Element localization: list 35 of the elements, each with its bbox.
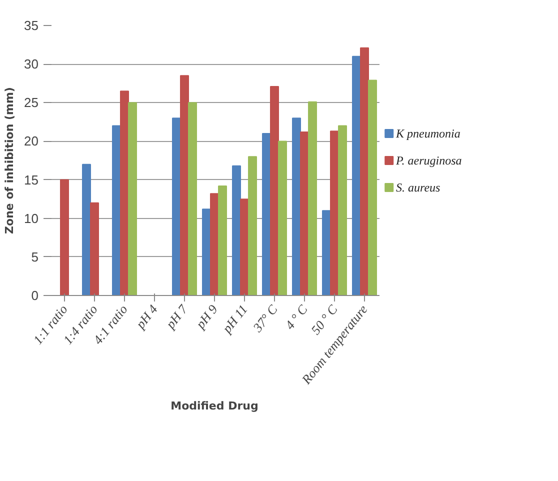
bar bbox=[218, 185, 227, 296]
bar bbox=[128, 102, 137, 296]
bar bbox=[188, 102, 197, 296]
bar bbox=[90, 202, 99, 296]
y-tick-label: 30 bbox=[24, 56, 39, 72]
bar bbox=[232, 165, 241, 296]
x-tick-label: 4 ° C bbox=[282, 302, 311, 332]
y-tick-label: 0 bbox=[31, 288, 39, 303]
legend-label: K pneumonia bbox=[395, 126, 460, 140]
bar bbox=[292, 118, 301, 296]
y-tick-label: 5 bbox=[31, 249, 39, 264]
y-tick-label: 10 bbox=[24, 210, 39, 226]
bar bbox=[278, 140, 287, 296]
x-tick-label: pH 7 bbox=[162, 301, 191, 332]
x-tick-label: 37° C bbox=[249, 302, 281, 336]
x-tick-label: pH 9 bbox=[192, 301, 221, 332]
bar bbox=[338, 125, 347, 296]
y-axis-title: Zone of inhibition (mm) bbox=[3, 87, 16, 234]
bar bbox=[308, 101, 317, 296]
y-tick-label: 15 bbox=[24, 172, 39, 188]
bar bbox=[180, 75, 189, 296]
bar bbox=[368, 80, 377, 296]
y-tick-label: 25 bbox=[24, 95, 39, 110]
x-axis-title: Modified Drug bbox=[170, 400, 258, 413]
bar bbox=[82, 164, 91, 296]
y-tick-label: 35 bbox=[24, 18, 39, 33]
bar bbox=[60, 179, 69, 296]
y-tick-label: 20 bbox=[24, 134, 39, 149]
bar bbox=[360, 47, 369, 296]
x-tick-label: pH 11 bbox=[218, 302, 250, 336]
legend-label: P. aeruginosa bbox=[395, 154, 462, 168]
x-tick-label: pH 4 bbox=[132, 301, 161, 332]
bar bbox=[248, 156, 257, 296]
bar bbox=[270, 86, 279, 296]
legend-label: S. aureus bbox=[396, 180, 441, 194]
